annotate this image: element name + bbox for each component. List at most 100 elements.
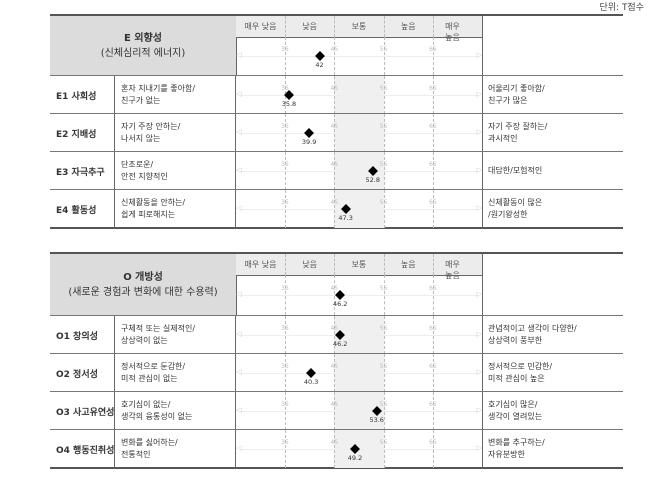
left-arrow-icon: ◁ [236, 128, 242, 136]
tick-label: 35 [281, 46, 289, 53]
score-scale: ◁ ▷ 35 45 55 65 49.2 [236, 430, 482, 468]
gridline [383, 16, 385, 37]
scale-axis [240, 335, 478, 336]
section-header: E 외향성 (신체심리적 에너지) [50, 16, 237, 75]
score-marker [335, 290, 346, 300]
scale-header: 매우 낮음 낮음 보통 높음 매우 높음 [236, 254, 482, 280]
right-arrow-icon: ▷ [476, 368, 482, 376]
score-value: 46.2 [332, 300, 348, 308]
left-arrow-icon: ◁ [236, 368, 242, 376]
facet-name: O2 정서성 [56, 369, 98, 380]
right-arrow-icon: ▷ [476, 330, 482, 338]
facet-row: O4 행동진취성 변화를 싫어하는/전통적인 ◁ ▷ 35 45 55 65 49.2 변화를 추… [50, 429, 623, 468]
scale-axis [240, 56, 478, 57]
right-column-divider [482, 152, 483, 190]
scale-label: 높음 [400, 22, 416, 31]
score-scale: ◁ ▷ 35 45 55 65 42 [236, 37, 482, 75]
right-arrow-icon: ▷ [476, 290, 482, 298]
low-description: 단조로운/안전 지향적인 [114, 152, 236, 190]
tick-label: 65 [429, 199, 437, 206]
scale-label: 매우 낮음 [244, 22, 277, 31]
high-description: 호기심이 많은/생각이 열려있는 [488, 400, 543, 421]
section-header: O 개방성 (새로운 경험과 변화에 대한 수용력) [50, 254, 237, 315]
score-value: 40.3 [303, 378, 319, 386]
unit-label: 단위: T점수 [599, 3, 644, 13]
facet-row: E1 사회성 혼자 지내기를 좋아함/친구가 없는 ◁ ▷ 35 45 55 65 35.8 어울… [50, 75, 623, 114]
scale-label: 매우 높음 [445, 22, 460, 42]
facet-name: E3 자극추구 [56, 167, 105, 178]
low-description: 자기 주장 안하는/나서지 않는 [114, 114, 236, 152]
low-description: 정서적으로 둔감한/미적 관심이 없는 [114, 354, 236, 392]
tick-label: 35 [281, 123, 289, 130]
gridline [285, 254, 286, 275]
score-value: 52.8 [365, 176, 380, 184]
tick-label: 45 [330, 401, 339, 408]
section-subtitle: (신체심리적 에너지) [100, 47, 186, 59]
facet-name: O4 행동진취성 [56, 445, 115, 456]
tick-label: 45 [330, 85, 339, 92]
scale-label: 보통 [351, 22, 367, 31]
tick-label: 55 [379, 363, 388, 370]
scale-axis [240, 95, 478, 96]
tick-label: 45 [330, 285, 339, 292]
high-description: 정서적으로 민감한/미적 관심이 높은 [488, 362, 553, 383]
tick-label: 55 [379, 46, 388, 53]
right-column-divider [482, 392, 483, 430]
section-openness: O 개방성 (새로운 경험과 변화에 대한 수용력) 매우 낮음 낮음 보통 높음 매우 높… [50, 252, 623, 469]
tick-label: 65 [429, 161, 437, 168]
right-column-divider [482, 254, 483, 315]
facet-name: O3 사고유연성 [56, 407, 115, 418]
tick-label: 55 [379, 325, 388, 332]
score-value: 53.6 [369, 416, 384, 424]
low-description: 변화를 싫어하는/전통적인 [114, 430, 236, 468]
left-arrow-icon: ◁ [236, 90, 242, 98]
tick-label: 55 [379, 161, 388, 168]
section-subtitle: (새로운 경험과 변화에 대한 수용력) [68, 286, 218, 298]
scale-axis [240, 133, 478, 134]
tick-label: 45 [330, 325, 339, 332]
section-extraversion: E 외향성 (신체심리적 에너지) 매우 낮음 낮음 보통 높음 매우 높음 ◁ ▷ 35 45 55… [50, 14, 623, 229]
tick-label: 45 [330, 199, 339, 206]
tick-label: 35 [281, 199, 289, 206]
score-scale: ◁ ▷ 35 45 55 65 52.8 [236, 152, 482, 190]
gridline [334, 254, 336, 275]
scale-label: 낮음 [302, 22, 318, 31]
scale-axis [240, 411, 478, 412]
facet-row: O1 창의성 구체적 또는 실제적인/상상력이 없는 ◁ ▷ 35 45 55 65 46.2 관… [50, 315, 623, 354]
gridline [432, 254, 434, 275]
right-column-divider [482, 190, 483, 228]
score-scale: ◁ ▷ 35 45 55 65 47.3 [236, 190, 482, 228]
score-value: 42 [315, 61, 324, 69]
score-scale: ◁ ▷ 35 45 55 65 53.6 [236, 392, 482, 430]
tick-label: 55 [379, 199, 388, 206]
score-marker [304, 128, 315, 138]
high-description: 어울리기 좋아함/친구가 많은 [488, 84, 545, 105]
scale-axis [240, 295, 478, 296]
score-marker [306, 368, 317, 378]
right-column-divider [482, 354, 483, 392]
right-column-divider [482, 430, 483, 468]
gridline [334, 16, 336, 37]
scale-label: 보통 [351, 260, 367, 269]
high-description: 신체활동이 많은/원기왕성한 [488, 198, 543, 219]
gridline [383, 254, 385, 275]
tick-label: 35 [281, 161, 289, 168]
right-arrow-icon: ▷ [476, 90, 482, 98]
facet-name: E2 지배성 [56, 129, 97, 140]
tick-label: 45 [330, 363, 339, 370]
tick-label: 55 [379, 123, 388, 130]
facet-name: O1 창의성 [56, 331, 98, 342]
facet-name: E1 사회성 [56, 91, 97, 102]
tick-label: 65 [429, 363, 437, 370]
left-arrow-icon: ◁ [236, 166, 242, 174]
tick-label: 65 [429, 285, 437, 292]
facet-name: E4 활동성 [56, 205, 97, 216]
tick-label: 35 [281, 439, 289, 446]
left-arrow-icon: ◁ [236, 204, 242, 212]
right-column-divider [482, 76, 483, 114]
tick-label: 45 [330, 123, 339, 130]
high-description: 자기 주장 잘하는/과시적인 [488, 122, 548, 143]
score-scale: ◁ ▷ 35 45 55 65 40.3 [236, 354, 482, 392]
section-title: E 외향성 [124, 32, 162, 44]
low-description: 신체활동을 안하는/쉽게 피로해지는 [114, 190, 236, 228]
